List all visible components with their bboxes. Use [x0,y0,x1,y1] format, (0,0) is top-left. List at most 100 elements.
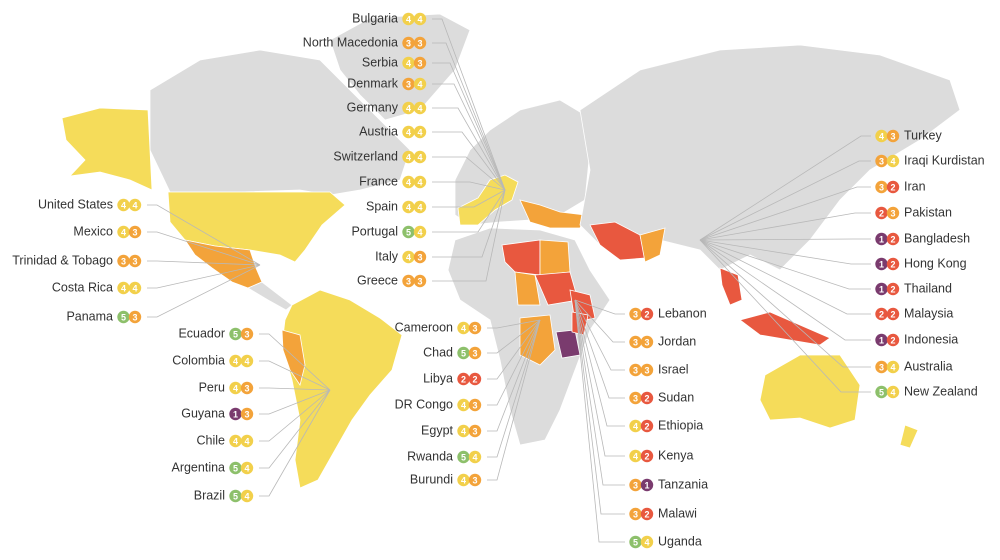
country-label: 4 4 Bulgaria [352,11,427,26]
score-badge [875,232,888,246]
country-name: Lebanon [658,306,707,320]
leader-line [487,319,541,380]
land-masses [61,13,961,489]
score-number: 4 [472,453,477,463]
score-badge [413,150,427,164]
score-number: 3 [879,157,884,167]
score-badge [457,450,470,464]
country-name: Uganda [658,534,702,548]
score-badge [875,129,888,143]
score-number: 1 [879,336,884,346]
leader-line [432,131,506,191]
country-name: Malaysia [904,306,953,320]
score-badge [128,198,142,212]
country-name: Burundi [410,472,453,486]
pakistan [639,227,666,263]
score-badge [413,250,427,264]
country-label: 4 3 Peru [199,380,254,394]
score-number: 4 [417,80,422,90]
score-badge [229,381,242,395]
country-name: Bulgaria [352,11,398,25]
score-badge [413,225,427,239]
score-badge [413,200,427,214]
country-label: 5 4 Rwanda [407,449,482,464]
leader-line [574,299,625,515]
country-name: Serbia [362,55,398,69]
country-label: 1 2 Indonesia [875,332,958,346]
score-badge [413,56,427,70]
score-badge [640,507,654,521]
score-badge [886,232,900,246]
country-label: 5 3 Chad [423,345,482,359]
country-label: 4 4 Germany [347,100,427,114]
country-name: Tanzania [658,477,708,491]
score-number: 4 [417,228,422,238]
country-label: 1 3 Guyana [181,406,254,420]
score-badge [402,101,415,115]
score-badge [229,461,242,475]
score-number: 4 [244,464,249,474]
leader-line [574,299,625,427]
central-america [247,281,293,311]
country-name: Egypt [421,423,453,437]
score-badge [629,419,642,433]
score-number: 4 [461,324,466,334]
score-number: 3 [406,39,411,49]
country-name: Argentina [171,460,225,474]
score-number: 4 [633,422,638,432]
score-number: 4 [461,476,466,486]
country-label: 3 4 Denmark [347,76,427,90]
country-label: 4 4 Chile [197,433,254,447]
score-number: 5 [233,330,238,340]
country-name: Trinidad & Tobago [12,253,113,267]
score-badge [640,335,654,349]
score-number: 4 [417,104,422,114]
score-number: 2 [644,310,649,320]
score-number: 4 [633,452,638,462]
country-name: Pakistan [904,205,952,219]
score-badge [229,434,242,448]
country-name: Iran [904,179,926,193]
score-badge [629,507,642,521]
score-badge [640,419,654,433]
leader-line [432,189,506,208]
score-number: 4 [406,203,411,213]
score-badge [413,12,427,26]
country-name: Libya [423,371,453,385]
leader-line [487,319,541,329]
country-name: Sudan [658,390,694,404]
score-badge [240,327,254,341]
score-number: 3 [633,310,638,320]
country-label: 3 3 Trinidad & Tobago [12,253,142,267]
score-badge [128,225,142,239]
score-number: 2 [890,260,895,270]
score-number: 5 [121,313,126,323]
country-name: Turkey [904,128,942,142]
score-number: 1 [879,285,884,295]
country-name: Denmark [347,76,398,90]
score-badge [240,381,254,395]
leader-line [487,319,541,432]
score-badge [629,449,642,463]
score-badge [229,489,242,503]
score-badge [128,310,142,324]
score-badge [468,372,482,386]
australia [759,354,861,429]
country-name: Ecuador [178,326,225,340]
score-badge [457,424,470,438]
country-name: Thailand [904,281,952,295]
country-name: Bangladesh [904,231,970,245]
leader-line [487,319,541,458]
score-number: 4 [406,104,411,114]
score-badge [875,385,888,399]
score-number: 4 [417,178,422,188]
leader-line [432,62,506,191]
leader-line [432,42,506,191]
score-badge [875,180,888,194]
score-badge [629,478,642,492]
score-number: 3 [633,366,638,376]
leader-line [432,18,506,191]
country-label: 4 2 Kenya [629,448,693,462]
country-name: Kenya [658,448,693,462]
